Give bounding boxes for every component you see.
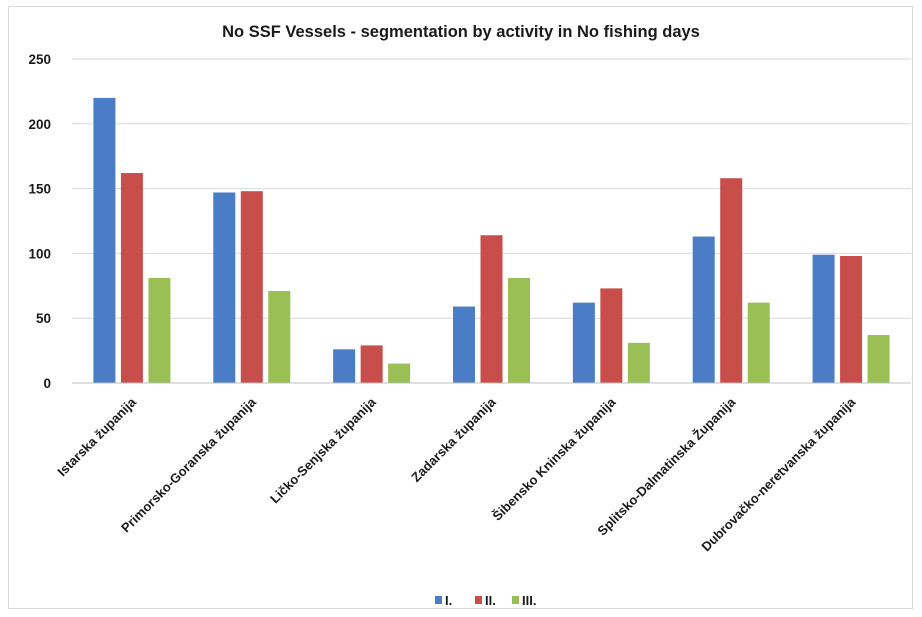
bar-2-1 — [120, 173, 143, 383]
legend-swatch — [512, 596, 519, 604]
bar-2-2 — [240, 191, 263, 383]
x-category-label: Primorsko-Goranska županija — [118, 394, 259, 535]
x-category-label: Šibensko Kninska županija — [489, 394, 619, 524]
legend-label: II. — [485, 593, 496, 608]
bar-2-4 — [480, 235, 503, 383]
bar-3-4 — [508, 278, 530, 383]
bar-1-6 — [692, 236, 715, 383]
legend-swatch — [435, 596, 442, 604]
bar-3-6 — [747, 302, 770, 383]
y-axis-ticks: 0 50 100 150 200 250 — [28, 52, 51, 391]
bar-3-7 — [867, 335, 890, 383]
bar-2-3 — [360, 345, 383, 383]
bar-1-1 — [93, 97, 116, 383]
bar-1-2 — [213, 192, 236, 383]
y-tick-label: 50 — [36, 311, 51, 326]
legend-label: III. — [522, 593, 536, 608]
x-category-label: Ličko-Senjska županija — [267, 394, 379, 506]
gridlines — [72, 58, 911, 319]
x-category-label: Zadarska županija — [408, 394, 499, 485]
bars — [93, 97, 890, 383]
bar-3-2 — [268, 290, 291, 383]
chart-frame: No SSF Vessels - segmentation by activit… — [8, 6, 913, 609]
x-category-label: Istarska županija — [54, 394, 139, 479]
bar-1-5 — [572, 302, 595, 383]
x-category-label: Splitsko-Dalmatinska Županija — [594, 394, 738, 538]
bar-1-7 — [812, 254, 835, 383]
legend-item: II. — [475, 593, 496, 608]
bar-2-6 — [720, 178, 743, 383]
y-tick-label: 200 — [28, 117, 51, 132]
legend: I. II. III. — [435, 593, 536, 608]
bar-2-5 — [600, 288, 623, 383]
y-tick-label: 0 — [43, 376, 51, 391]
y-tick-label: 100 — [28, 246, 51, 261]
bar-3-1 — [148, 278, 171, 383]
bar-2-7 — [840, 255, 863, 383]
chart-title: No SSF Vessels - segmentation by activit… — [222, 23, 700, 41]
bar-1-4 — [453, 306, 475, 383]
legend-item: III. — [512, 593, 536, 608]
bar-3-3 — [388, 363, 411, 383]
bar-1-3 — [333, 349, 356, 383]
bar-3-5 — [627, 342, 650, 383]
legend-item: I. — [435, 593, 452, 608]
legend-label: I. — [445, 593, 452, 608]
y-tick-label: 150 — [28, 182, 51, 197]
legend-swatch — [475, 596, 482, 604]
y-tick-label: 250 — [28, 52, 51, 67]
bar-chart: No SSF Vessels - segmentation by activit… — [28, 23, 911, 608]
